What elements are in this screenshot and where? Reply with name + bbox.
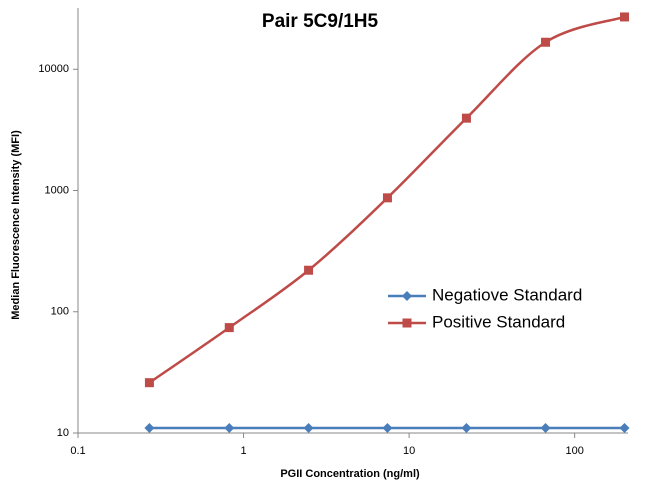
legend-marker xyxy=(402,318,412,328)
data-point xyxy=(540,422,551,433)
y-tick-label: 1000 xyxy=(45,184,69,196)
legend-marker xyxy=(402,291,412,301)
x-tick-label: 100 xyxy=(565,445,583,457)
data-point xyxy=(619,422,630,433)
data-point xyxy=(382,193,392,203)
data-point xyxy=(303,422,314,433)
x-tick-label: 10 xyxy=(403,445,415,457)
data-point xyxy=(541,37,551,47)
y-axis-title: Median Fluorescence Intensity (MFI) xyxy=(10,130,22,320)
data-point xyxy=(144,422,155,433)
data-point xyxy=(461,113,471,123)
y-tick-label: 100 xyxy=(51,306,69,318)
x-axis-title: PGII Concentration (ng/ml) xyxy=(280,468,420,480)
x-tick-label: 0.1 xyxy=(70,445,85,457)
chart-title: Pair 5C9/1H5 xyxy=(262,11,379,32)
data-point xyxy=(144,378,154,388)
legend-label: Negatiove Standard xyxy=(432,285,582,304)
y-tick-label: 10 xyxy=(57,427,69,439)
data-point xyxy=(304,265,314,275)
data-point xyxy=(224,422,235,433)
data-point xyxy=(619,12,629,22)
data-point xyxy=(224,323,234,333)
y-tick-label: 10000 xyxy=(38,63,69,75)
data-point xyxy=(461,422,472,433)
legend-label: Positive Standard xyxy=(432,312,565,331)
data-point xyxy=(382,422,393,433)
x-tick-label: 1 xyxy=(240,445,246,457)
